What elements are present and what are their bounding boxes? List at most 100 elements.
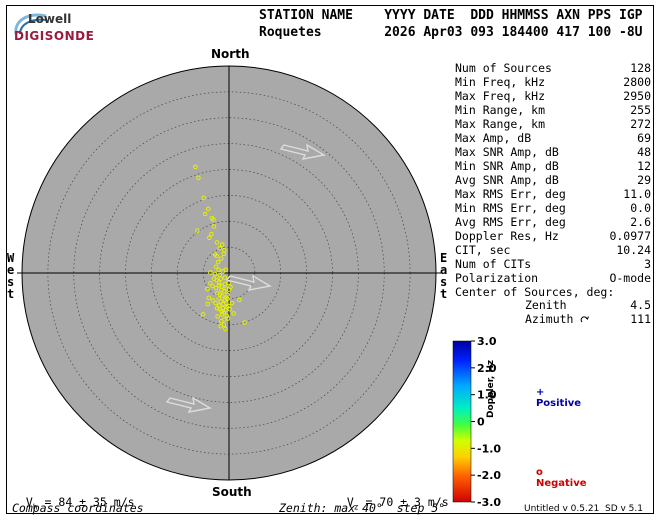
source-point [223, 326, 228, 332]
colorbar-tick-label: -2.0 [477, 469, 501, 482]
stat-value: 3 [644, 257, 651, 271]
version-label: Untitled v 0.5.21 SD v 5.1 [524, 504, 643, 514]
zenith-rings [17, 65, 441, 481]
source-point [218, 299, 224, 304]
legend-negative-label: Negative [535, 478, 587, 489]
header-line-2: Roquetes 2026 Apr03 093 184400 417 100 -… [259, 25, 643, 40]
source-point [217, 292, 223, 298]
source-point [206, 206, 211, 212]
colorbar-tick-label: 2.0 [477, 362, 497, 375]
logo-digisonde-text: DIGISONDE [14, 29, 95, 43]
stat-value: 10.24 [616, 243, 651, 257]
vh-symbol: V [25, 495, 33, 509]
source-point [231, 311, 236, 316]
source-point [205, 301, 211, 307]
stat-row: Max Amp, dB 69 [455, 131, 651, 145]
center-of-sources-label: Center of Sources, deg: [455, 285, 615, 299]
header-line-1: STATION NAME YYYY DATE DDD HHMMSS AXN PP… [259, 8, 643, 23]
source-points [193, 164, 247, 332]
legend-positive-label: Positive [535, 398, 582, 409]
source-point [211, 276, 217, 281]
digisonde-logo-swoosh [14, 13, 47, 35]
stat-value: 2800 [623, 75, 651, 89]
zenith-row: Zenith 4.5 [525, 298, 651, 312]
velocity-arrow [279, 143, 326, 160]
legend-negative-symbol: o [535, 467, 543, 478]
zenith-value: 4.5 [630, 298, 651, 312]
azimuth-value: 111 [630, 312, 651, 326]
stat-label: Max Amp, dB [455, 131, 532, 145]
stat-row: Min RMS Err, deg 0.0 [455, 201, 651, 215]
source-point [209, 231, 214, 237]
vz-symbol: V [346, 495, 354, 509]
vz-subscript: z [353, 502, 359, 512]
legend-negative: o Negative [529, 456, 587, 489]
source-point [195, 228, 200, 233]
compass-west: W e s t [7, 251, 15, 301]
stat-row: CIT, sec 10.24 [455, 243, 651, 257]
vz-text: = 70 ± 3 m/s [358, 495, 449, 509]
source-point [204, 286, 210, 292]
zenith-info: Zenith: max 40° step 5° [279, 501, 446, 515]
stat-row: Num of CITs 3 [455, 257, 651, 271]
source-point [201, 195, 206, 201]
source-point [219, 308, 225, 314]
colorbar-tick-label: -1.0 [477, 442, 501, 455]
velocity-arrow [165, 396, 212, 413]
stat-row: Avg SNR Amp, dB 29 [455, 173, 651, 187]
source-point [221, 301, 226, 307]
zenith-label: Zenith [525, 298, 567, 312]
stat-label: Avg RMS Err, deg [455, 215, 566, 229]
source-point [210, 298, 216, 303]
stat-row: Polarization O-mode [455, 271, 651, 285]
stat-value: 272 [630, 117, 651, 131]
source-point [206, 295, 212, 301]
stat-label: Max SNR Amp, dB [455, 145, 559, 159]
source-point [213, 300, 218, 306]
source-point [242, 320, 247, 325]
source-point [211, 217, 216, 222]
source-point [224, 313, 230, 319]
stat-row: Min SNR Amp, dB 12 [455, 159, 651, 173]
source-point [216, 283, 222, 288]
source-point [215, 314, 220, 319]
legend-positive: + Positive [529, 376, 581, 409]
azimuth-icon [580, 316, 589, 323]
source-point [225, 316, 231, 321]
stat-value: 128 [630, 61, 651, 75]
colorbar-gradient [452, 340, 472, 503]
colorbar-title: Doppler, Hz [486, 359, 496, 418]
colorbar-ticks: 3.0 2.0 1.0 0 -1.0 -2.0 -3.0 [471, 335, 501, 509]
source-point [202, 211, 208, 217]
stat-label: Doppler Res, Hz [455, 229, 559, 243]
stat-value: 2.6 [630, 215, 651, 229]
stat-value: 0.0977 [609, 229, 651, 243]
source-point [218, 276, 224, 281]
stat-row: Max Range, km 272 [455, 117, 651, 131]
stat-label: Max RMS Err, deg [455, 187, 566, 201]
source-point [214, 305, 220, 311]
stat-label: Avg SNR Amp, dB [455, 173, 559, 187]
source-point [215, 259, 221, 265]
source-point [224, 304, 230, 310]
stat-value: 255 [630, 103, 651, 117]
source-point [216, 296, 221, 301]
figure-frame [6, 5, 654, 514]
colorbar-tick-label: -3.0 [477, 496, 501, 509]
stat-label: Min Freq, kHz [455, 75, 546, 89]
stat-value: 11.0 [623, 187, 651, 201]
stat-row: Max Freq, kHz 2950 [455, 89, 651, 103]
source-point [221, 251, 227, 257]
vh-subscript: h [32, 502, 38, 512]
stat-row: Min Range, km 255 [455, 103, 651, 117]
source-point [208, 270, 213, 275]
source-point [227, 306, 233, 312]
source-point [222, 275, 228, 280]
stat-label: Num of CITs [455, 257, 532, 271]
azimuth-row: Azimuth 111 [525, 312, 651, 326]
stat-label: Min RMS Err, deg [455, 201, 566, 215]
source-point [216, 280, 222, 286]
colorbar-tick-label: 0 [477, 416, 485, 429]
source-point [219, 242, 225, 247]
